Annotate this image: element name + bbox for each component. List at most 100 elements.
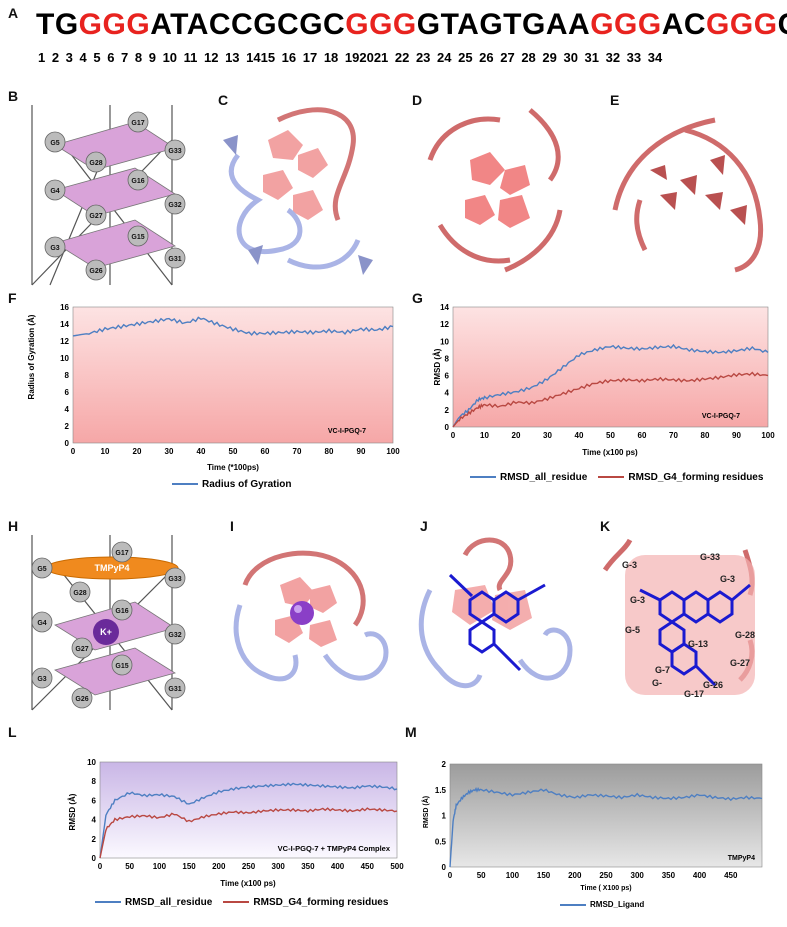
x-tick-label: 50: [229, 447, 238, 456]
structure-render-e: [612, 117, 764, 273]
y-tick-label: 6: [65, 388, 70, 397]
x-tick-label: 90: [357, 447, 366, 456]
legend-f-label: Radius of Gyration: [202, 479, 292, 490]
node-label: G28: [89, 160, 102, 167]
chart-m-annotation: TMPyP4: [728, 855, 755, 862]
panel-label-f: F: [8, 290, 17, 306]
quadruplex-schematic-h: TMPyP4 K+ G17 G5 G33 G28 G4 G16 G32 G27 G15 G…: [31, 535, 186, 711]
x-tick-label: 40: [197, 447, 206, 456]
node-label: G5: [50, 140, 59, 147]
series-line: [72, 316, 394, 337]
chart-m-xlabel: Time ( X100 ps): [580, 885, 631, 892]
structure-render-i: [233, 550, 389, 682]
legend-g-label-1: RMSD_all_residue: [500, 472, 588, 483]
x-tick-label: 50: [477, 871, 486, 880]
y-tick-label: 0: [65, 439, 70, 448]
chart-l-xlabel: Time (x100 ps): [220, 879, 276, 888]
residue-label: G-3: [630, 595, 645, 605]
x-tick-label: 0: [98, 862, 103, 871]
node-label: G15: [131, 234, 144, 241]
panel-label-h: H: [8, 518, 19, 534]
x-tick-label: 200: [212, 862, 226, 871]
x-tick-label: 20: [133, 447, 142, 456]
x-tick-label: 20: [512, 431, 521, 440]
x-tick-label: 70: [669, 431, 678, 440]
seq-seg-ggg: GGG: [590, 8, 662, 41]
y-tick-label: 6: [445, 372, 450, 381]
x-tick-label: 100: [761, 431, 775, 440]
node-label: G15: [115, 663, 128, 670]
node-label: G26: [75, 696, 88, 703]
residue-label: G-33: [700, 552, 720, 562]
legend-g-label-2: RMSD_G4_forming residues: [628, 472, 764, 483]
node-label: G31: [168, 256, 181, 263]
ligand-label: TMPyP4: [94, 563, 129, 573]
x-tick-label: 10: [480, 431, 489, 440]
residue-label: G-3: [720, 574, 735, 584]
y-tick-label: 2: [92, 835, 97, 844]
panel-label-k: K: [600, 518, 611, 534]
panel-label-m: M: [405, 724, 417, 740]
x-tick-label: 70: [293, 447, 302, 456]
x-tick-label: 250: [599, 871, 613, 880]
series-line: [99, 807, 398, 859]
legend-l: RMSD_all_residue RMSD_G4_forming residue…: [95, 897, 388, 908]
chart-f-annotation: VC-I-PGQ-7: [328, 428, 366, 435]
x-tick-label: 350: [662, 871, 676, 880]
series-line: [449, 786, 763, 868]
node-label: G32: [168, 632, 181, 639]
y-tick-label: 14: [440, 303, 449, 312]
x-tick-label: 50: [606, 431, 615, 440]
x-tick-label: 30: [165, 447, 174, 456]
chart-f-xlabel: Time (*100ps): [207, 463, 259, 472]
seq-seg: TG: [36, 8, 79, 41]
residue-label: G-5: [625, 625, 640, 635]
panel-label-a: A: [8, 5, 19, 21]
structure-render-k: G-3G-33 G-3G-3 G-5 G-28 G-13G-27 G-26G-7 …: [602, 538, 755, 699]
x-tick-label: 100: [153, 862, 167, 871]
x-tick-label: 250: [242, 862, 256, 871]
x-tick-label: 450: [724, 871, 738, 880]
x-tick-label: 150: [537, 871, 551, 880]
node-label: G3: [37, 676, 46, 683]
chart-f: Radius of Gyration (Å) Time (*100ps) VC-…: [27, 303, 400, 472]
panel-label-g: G: [412, 290, 423, 306]
x-tick-label: 40: [575, 431, 584, 440]
structure-render-c: [223, 107, 373, 275]
node-label: G27: [75, 646, 88, 653]
node-label: G31: [168, 686, 181, 693]
series-line: [452, 343, 769, 428]
x-tick-label: 100: [386, 447, 400, 456]
structure-render-j: [418, 537, 573, 689]
y-tick-label: 10: [87, 758, 96, 767]
chart-f-ylabel: Radius of Gyration (Å): [27, 314, 36, 399]
node-label: G32: [168, 202, 181, 209]
chart-g: RMSD (Å) Time (x100 ps) VC-I-PGQ-7 0 10 20…: [433, 303, 775, 457]
node-label: G16: [115, 608, 128, 615]
x-tick-label: 200: [568, 871, 582, 880]
y-tick-label: 12: [60, 337, 69, 346]
sequence-numbers: 1 2 3 4 5 6 7 8 9 10 11 12 13 1415 16 17…: [38, 50, 663, 65]
y-tick-label: 10: [60, 354, 69, 363]
node-label: G33: [168, 576, 181, 583]
y-tick-label: 8: [92, 777, 97, 786]
ion-label: K+: [100, 627, 112, 637]
x-tick-label: 30: [543, 431, 552, 440]
node-label: G16: [131, 178, 144, 185]
residue-label: G-28: [735, 630, 755, 640]
residue-label: G-13: [688, 639, 708, 649]
y-tick-label: 2: [442, 760, 447, 769]
node-label: G26: [89, 268, 102, 275]
residue-label: G-27: [730, 658, 750, 668]
x-tick-label: 100: [506, 871, 520, 880]
residue-label: G-3: [622, 560, 637, 570]
x-tick-label: 400: [693, 871, 707, 880]
node-label: G17: [115, 550, 128, 557]
x-tick-label: 60: [261, 447, 270, 456]
x-tick-label: 10: [101, 447, 110, 456]
y-tick-label: 1.5: [435, 786, 447, 795]
panel-label-d: D: [412, 92, 423, 108]
panel-label-e: E: [610, 92, 620, 108]
panel-label-b: B: [8, 88, 19, 104]
y-tick-label: 4: [92, 816, 97, 825]
